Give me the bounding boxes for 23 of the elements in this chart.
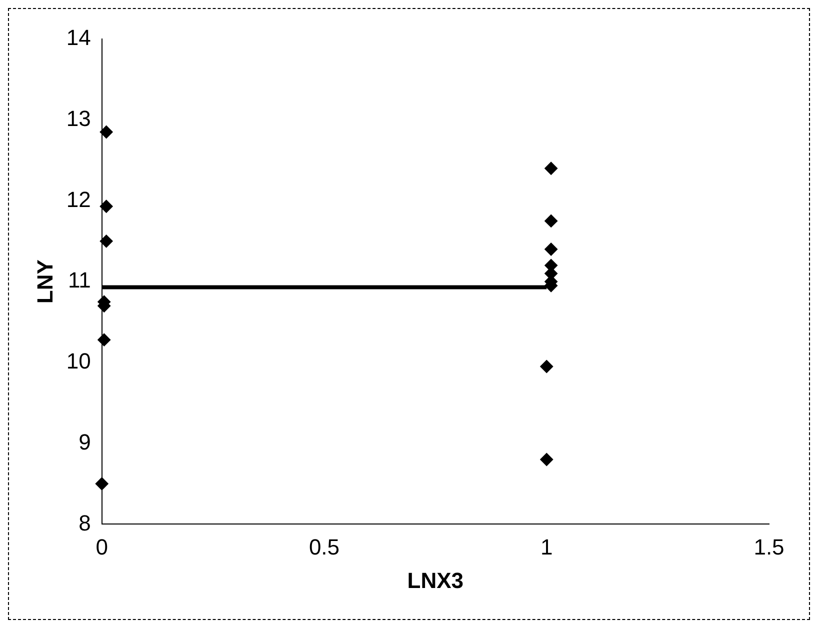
point [540,453,554,466]
point [98,333,111,346]
point [100,200,113,213]
y-axis-title: LNY [32,259,58,304]
point [540,360,554,374]
x-tick-label: 1 [540,534,553,560]
point [100,125,113,138]
y-tick-label: 8 [78,510,91,536]
y-tick-label: 13 [66,106,91,131]
point [95,477,108,490]
point [544,162,558,175]
y-tick-label: 10 [66,348,91,374]
point [544,242,558,256]
x-tick-label: 0 [96,534,108,560]
point [100,234,113,248]
y-tick-label: 9 [78,429,91,454]
x-tick-label: 0.5 [308,534,340,560]
point [544,214,558,228]
x-axis-title: LNX3 [407,568,464,593]
x-tick-label: 1.5 [754,534,784,560]
y-tick-label: 14 [66,25,91,50]
y-tick-label: 12 [66,186,91,212]
y-tick-label: 11 [68,268,91,293]
